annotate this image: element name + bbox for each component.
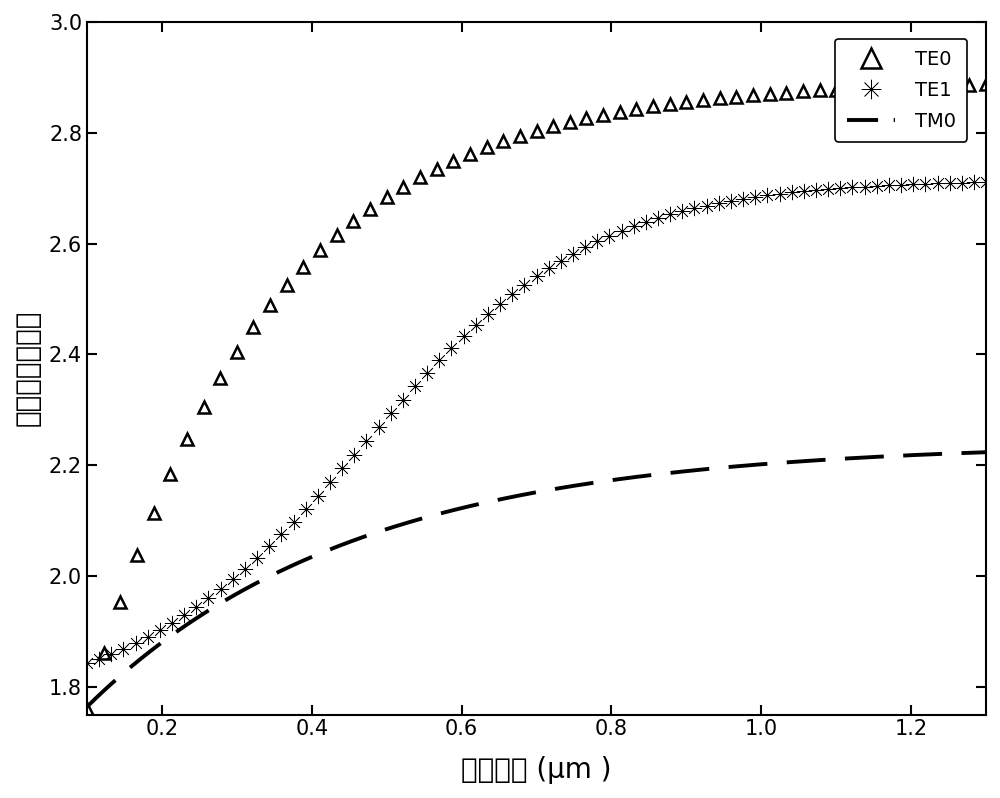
TE0 xyxy=(297,263,309,272)
TE0 xyxy=(181,435,193,444)
TE1 xyxy=(883,180,895,190)
TE1 xyxy=(980,177,992,187)
TM0 xyxy=(631,472,643,481)
TE0 xyxy=(247,322,259,332)
TM0 xyxy=(616,474,628,484)
TM0 xyxy=(980,448,992,457)
TM0 xyxy=(81,702,93,712)
TE1 xyxy=(798,187,810,196)
TM0 xyxy=(613,474,625,484)
Legend: TE0, TE1, TM0: TE0, TE1, TM0 xyxy=(835,38,967,142)
TE0 xyxy=(963,80,975,89)
TE0 xyxy=(980,79,992,89)
TM0 xyxy=(839,454,851,464)
TE1 xyxy=(81,658,93,668)
TE0 xyxy=(414,172,426,182)
TE1 xyxy=(786,188,798,197)
TE1 xyxy=(761,191,773,200)
TM0 xyxy=(896,451,908,460)
Line: TE1: TE1 xyxy=(79,175,994,671)
Y-axis label: 模式有效折射率: 模式有效折射率 xyxy=(14,310,42,426)
TE0 xyxy=(81,705,93,714)
Line: TM0: TM0 xyxy=(87,452,986,707)
TM0 xyxy=(84,699,96,709)
TE1 xyxy=(822,184,834,194)
X-axis label: 波导宽度 (μm ): 波导宽度 (μm ) xyxy=(461,757,612,784)
TE1 xyxy=(154,626,166,635)
Line: TE0: TE0 xyxy=(81,78,992,715)
TE0 xyxy=(880,82,892,92)
